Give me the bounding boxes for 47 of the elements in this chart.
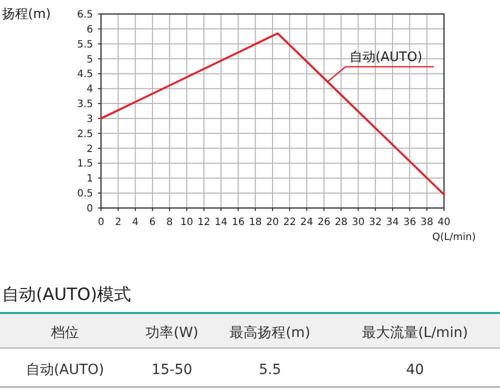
- x-axis-title: Q(L/min): [432, 232, 476, 243]
- x-tick-label: 14: [214, 217, 228, 228]
- x-tick-label: 6: [149, 217, 156, 228]
- text: 功率(W): [146, 325, 198, 341]
- y-axis-title: 扬程(m): [2, 7, 51, 22]
- text: 自动(AUTO): [26, 362, 104, 378]
- y-tick-label: 0: [86, 204, 93, 214]
- text: 5.5: [258, 362, 282, 378]
- y-tick-label: 1.5: [77, 158, 93, 170]
- y-tick-label: 3.5: [77, 99, 93, 110]
- y-tick-label: 6: [86, 24, 93, 36]
- x-tick-label: 36: [403, 217, 416, 228]
- x-tick-label: 10: [180, 217, 194, 228]
- y-tick-label: 5: [86, 54, 93, 66]
- text: 自动(AUTO)模式: [2, 285, 132, 305]
- y-tick-label: 2: [86, 144, 93, 155]
- x-tick-label: 16: [232, 217, 245, 228]
- x-tick-label: 38: [420, 217, 434, 228]
- x-tick-label: 40: [438, 217, 450, 228]
- y-tick-label: 2.5: [77, 128, 93, 140]
- x-tick-label: 12: [198, 217, 210, 228]
- x-tick-label: 30: [352, 217, 365, 228]
- y-tick-label: 3: [86, 114, 93, 125]
- x-tick-label: 2: [114, 217, 122, 228]
- text: 40: [406, 362, 424, 378]
- x-tick-label: 24: [300, 217, 314, 228]
- y-tick-label: 6.5: [77, 10, 93, 20]
- x-tick-label: 0: [98, 217, 104, 228]
- y-tick-label: 4.5: [77, 69, 93, 80]
- x-tick-label: 22: [283, 217, 296, 228]
- x-tick-label: 20: [266, 217, 279, 228]
- text: 最高扬程(m): [230, 325, 310, 341]
- text: 档位: [50, 325, 79, 341]
- x-tick-label: 34: [386, 217, 399, 228]
- x-tick-label: 32: [369, 217, 382, 228]
- y-tick-label: 5.5: [77, 39, 93, 50]
- x-tick-label: 18: [248, 217, 262, 228]
- x-tick-label: 28: [334, 217, 348, 228]
- text: 15-50: [152, 362, 192, 378]
- x-tick-label: 26: [318, 217, 330, 228]
- y-tick-label: 4: [86, 84, 93, 96]
- x-tick-label: 8: [166, 217, 173, 228]
- text: 最大流量(L/min): [362, 325, 468, 341]
- y-tick-label: 0.5: [77, 188, 93, 200]
- y-tick-label: 1: [86, 174, 93, 185]
- x-tick-label: 4: [132, 217, 138, 228]
- text: 自动(AUTO): [350, 50, 422, 65]
